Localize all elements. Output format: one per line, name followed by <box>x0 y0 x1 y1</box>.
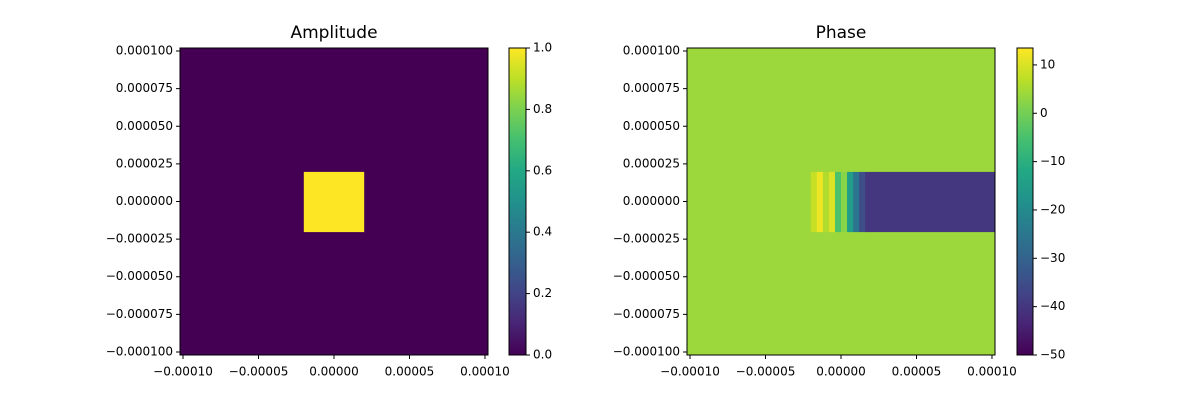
y-tick-label: 0.000075 <box>623 81 680 95</box>
heatmap-cell <box>687 171 812 233</box>
heatmap-cell <box>865 48 996 172</box>
y-tick-label: −0.000025 <box>106 232 173 246</box>
colorbar-tick-label: −50 <box>1040 348 1065 362</box>
colorbar-tick-label: 0.2 <box>533 286 552 300</box>
x-tick-label: −0.00005 <box>736 365 796 379</box>
x-tick-label: 0.00005 <box>892 365 942 379</box>
heatmap-cell <box>180 231 305 356</box>
colorbar-tick-label: 0.6 <box>533 163 552 177</box>
heatmap-cell <box>180 48 305 172</box>
y-tick-label: −0.000050 <box>106 269 173 283</box>
heatmap-cell <box>364 171 489 233</box>
colorbar-tick-label: 0.4 <box>533 225 552 239</box>
y-tick-label: 0.000025 <box>623 156 680 170</box>
heatmap-cell <box>364 231 489 356</box>
y-tick-label: −0.000100 <box>613 344 680 358</box>
heatmap-cell <box>853 171 860 233</box>
heatmap-cell <box>834 231 842 356</box>
heatmap-cell <box>810 171 818 233</box>
heatmap-cell <box>847 231 854 356</box>
heatmap-cell <box>834 171 842 233</box>
heatmap-cell <box>859 171 866 233</box>
y-tick-label: 0.000000 <box>116 194 173 208</box>
y-tick-label: −0.000025 <box>613 232 680 246</box>
heatmap-cell <box>841 48 848 172</box>
heatmap-cell <box>828 231 836 356</box>
y-tick-label: 0.000050 <box>116 119 173 133</box>
heatmap-cell <box>841 231 848 356</box>
colorbar-tick-label: 10 <box>1040 57 1055 71</box>
heatmap-cell <box>828 48 836 172</box>
y-tick-label: 0.000000 <box>623 194 680 208</box>
colorbar-tick-label: −30 <box>1040 251 1065 265</box>
heatmap-cell <box>828 171 836 233</box>
y-tick-label: −0.000075 <box>106 307 173 321</box>
colorbar-tick-label: −20 <box>1040 202 1065 216</box>
y-tick-label: 0.000075 <box>116 81 173 95</box>
heatmap-cell <box>847 171 854 233</box>
y-tick-label: 0.000025 <box>116 156 173 170</box>
heatmap-cell <box>859 48 866 172</box>
heatmap-cell <box>687 231 812 356</box>
heatmap-cell <box>853 48 860 172</box>
heatmap-cell <box>841 171 848 233</box>
heatmap-cell <box>847 48 854 172</box>
colorbar-tick-label: 1.0 <box>533 41 552 55</box>
colorbar-tick-label: 0 <box>1040 106 1048 120</box>
x-tick-label: −0.00005 <box>229 365 289 379</box>
heatmap-cell <box>303 48 365 172</box>
y-tick-label: 0.000100 <box>623 44 680 58</box>
x-tick-label: 0.00010 <box>967 365 1017 379</box>
y-tick-label: −0.000050 <box>613 269 680 283</box>
x-tick-label: 0.00000 <box>816 365 866 379</box>
heatmap-cell <box>687 48 812 172</box>
colorbar-tick-label: −10 <box>1040 154 1065 168</box>
heatmap-cell <box>180 171 305 233</box>
heatmap-cell <box>810 48 818 172</box>
colorbar-tick-label: 0.0 <box>533 348 552 362</box>
heatmap-cell <box>303 231 365 356</box>
y-tick-label: −0.000100 <box>106 344 173 358</box>
colorbar-tick-label: 0.8 <box>533 102 552 116</box>
heatmap-cell <box>865 231 996 356</box>
heatmap-cell <box>853 231 860 356</box>
heatmap-cell <box>816 171 824 233</box>
x-tick-label: 0.00005 <box>385 365 435 379</box>
heatmap-cell <box>822 231 830 356</box>
colorbar <box>508 47 527 356</box>
colorbar <box>1016 47 1034 356</box>
heatmap-cell <box>810 231 818 356</box>
heatmap-cell <box>865 171 996 233</box>
x-tick-label: −0.00010 <box>153 365 213 379</box>
x-tick-label: −0.00010 <box>660 365 720 379</box>
heatmap-cell <box>364 48 489 172</box>
chart-title: Phase <box>816 23 867 43</box>
colorbar-tick-label: −40 <box>1040 299 1065 313</box>
y-tick-label: 0.000050 <box>623 119 680 133</box>
heatmap-cell <box>816 231 824 356</box>
heatmap-cell <box>822 171 830 233</box>
heatmap-cell <box>859 231 866 356</box>
y-tick-label: −0.000075 <box>613 307 680 321</box>
chart-title: Amplitude <box>290 23 377 43</box>
heatmap-cell <box>816 48 824 172</box>
heatmap-cell <box>822 48 830 172</box>
heatmap-cell <box>303 171 365 233</box>
y-tick-label: 0.000100 <box>116 44 173 58</box>
x-tick-label: 0.00000 <box>309 365 359 379</box>
x-tick-label: 0.00010 <box>460 365 510 379</box>
heatmap-cell <box>834 48 842 172</box>
